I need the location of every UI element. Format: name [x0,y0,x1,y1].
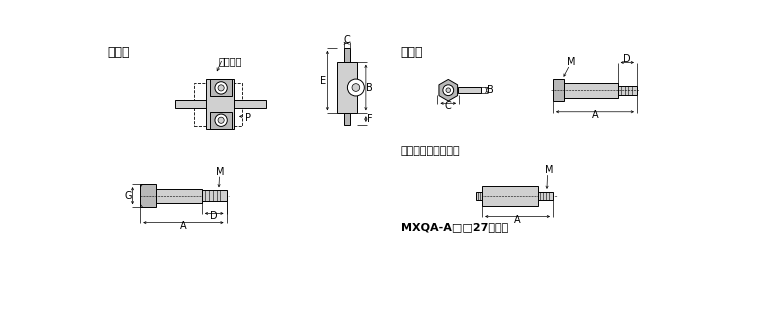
Circle shape [218,85,224,91]
Bar [458,87,482,93]
Text: 前進端: 前進端 [108,45,130,58]
Bar [564,83,617,98]
Circle shape [215,114,227,126]
Bar [210,112,232,129]
Bar [202,190,227,201]
Text: C: C [343,35,350,45]
Bar [207,79,234,129]
Text: M: M [545,165,554,175]
Bar [194,83,242,126]
Bar [476,192,482,200]
Bar [538,192,553,200]
Text: B: B [487,85,494,95]
Text: M: M [216,167,224,177]
Text: 後退端: 後退端 [401,45,423,58]
Text: D: D [624,54,631,64]
Text: MXQA-A□□27の場合: MXQA-A□□27の場合 [401,222,508,232]
Bar [210,79,232,96]
Bar [343,48,349,62]
Text: A: A [591,110,598,120]
Bar [336,62,356,113]
Text: B: B [366,83,373,92]
Polygon shape [439,79,458,101]
Bar [617,86,637,95]
Text: P: P [245,113,251,123]
Text: E: E [320,76,326,86]
Bar [343,113,349,125]
Text: F: F [367,114,372,124]
Circle shape [347,79,364,96]
Text: M: M [568,57,576,67]
Text: C: C [445,101,452,111]
Circle shape [218,117,224,123]
Text: テーブル: テーブル [219,56,243,66]
Bar [141,184,156,207]
Circle shape [215,82,227,94]
Text: D: D [210,211,218,222]
Text: A: A [515,214,521,225]
Bar [553,79,564,101]
Circle shape [443,85,454,95]
Text: A: A [180,221,187,231]
Circle shape [446,88,451,92]
Bar [482,186,538,206]
Bar [156,189,202,203]
Bar [175,100,266,108]
Circle shape [352,84,359,91]
Text: ラバーストッパ単体: ラバーストッパ単体 [401,146,460,156]
Text: G: G [125,191,132,201]
